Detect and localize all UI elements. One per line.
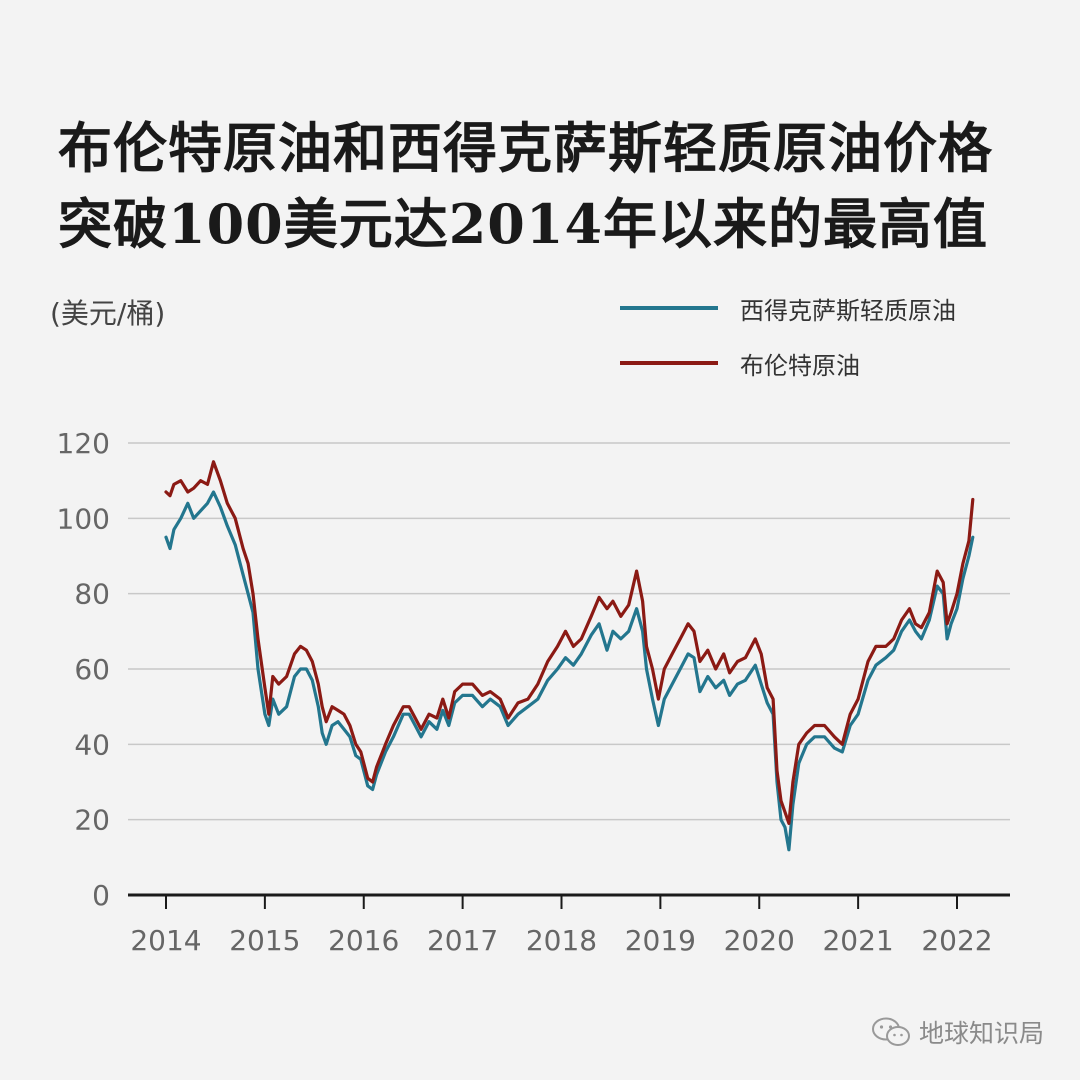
y-tick-label: 20 <box>74 804 110 837</box>
legend-label-wti: 西得克萨斯轻质原油 <box>740 296 956 325</box>
watermark-text: 地球知识局 <box>918 1019 1044 1048</box>
y-tick-label: 60 <box>74 653 110 686</box>
y-tick-label: 80 <box>74 578 110 611</box>
chart-title: 布伦特原油和西得克萨斯轻质原油价格 突破100美元达2014年以来的最高值 <box>58 110 1048 262</box>
x-axis-ticks: 2014 2015 2016 2017 2018 2019 2020 2021 2022 <box>130 895 993 957</box>
series-line-wti <box>164 490 975 852</box>
y-tick-label: 120 <box>57 427 110 460</box>
y-tick-label: 100 <box>57 502 110 535</box>
legend-label-brent: 布伦特原油 <box>740 351 860 380</box>
x-tick-label: 2017 <box>427 924 498 957</box>
y-tick-label: 40 <box>74 728 110 761</box>
x-tick-label: 2014 <box>130 924 201 957</box>
y-tick-label: 0 <box>92 879 110 912</box>
watermark: 地球知识局 <box>871 1014 1044 1050</box>
x-tick-label: 2015 <box>229 924 300 957</box>
chart-title-line-2: 突破100美元达2014年以来的最高值 <box>58 192 989 256</box>
x-tick-label: 2018 <box>526 924 597 957</box>
x-tick-label: 2019 <box>625 924 696 957</box>
chart-title-line-1: 布伦特原油和西得克萨斯轻质原油价格 <box>58 116 993 180</box>
gridlines <box>128 442 1010 821</box>
wechat-icon <box>871 1017 910 1046</box>
x-tick-label: 2016 <box>328 924 399 957</box>
legend-swatch-brent <box>620 361 718 365</box>
x-tick-label: 2020 <box>724 924 795 957</box>
y-axis-unit-label: (美元/桶) <box>50 297 166 330</box>
x-tick-label: 2022 <box>921 924 992 957</box>
x-tick-label: 2021 <box>822 924 893 957</box>
legend-swatch-wti <box>620 306 718 310</box>
legend-item-wti: 西得克萨斯轻质原油 <box>620 288 956 328</box>
legend-item-brent: 布伦特原油 <box>620 343 860 383</box>
series-lines <box>164 460 975 852</box>
series-line-brent <box>164 460 975 825</box>
y-axis-ticks: 0 20 40 60 80 100 120 <box>57 427 110 912</box>
